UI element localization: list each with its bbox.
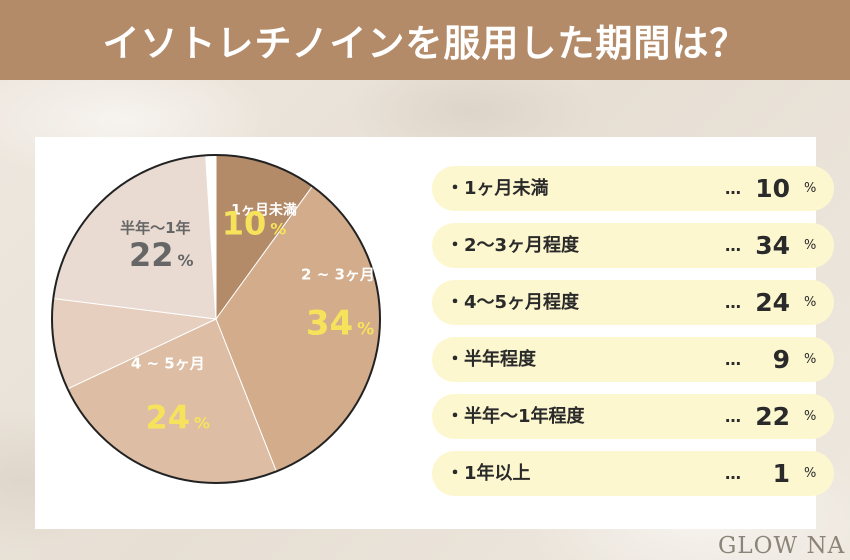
pie-slice-value-2: 24% — [146, 399, 211, 437]
pie-slice-label-1: 2 ~ 3ヶ月 — [301, 266, 375, 284]
pie-slice-label-0: 1ヶ月未満 — [231, 201, 297, 218]
legend-row: ・1ヶ月未満 … 10% — [432, 166, 834, 211]
legend-dots: … — [725, 464, 741, 483]
legend-unit: % — [804, 409, 817, 424]
legend-label: ・1ヶ月未満 — [446, 178, 549, 199]
legend-row: ・半年〜1年程度 … 22% — [432, 394, 834, 439]
legend-row: ・1年以上 … 1% — [432, 451, 834, 496]
legend-dots: … — [725, 407, 741, 426]
legend-unit: % — [804, 295, 817, 310]
pie-slice-label-4: 半年〜1年 — [120, 219, 190, 237]
pie-slice-value-0: 10% — [222, 204, 287, 242]
legend-unit: % — [804, 352, 817, 367]
legend-label: ・半年〜1年程度 — [446, 406, 585, 427]
legend-label: ・4〜5ヶ月程度 — [446, 292, 580, 313]
legend-value: 10 — [755, 174, 790, 203]
legend-dots: … — [725, 179, 741, 198]
brand-logo: GLOW NA — [718, 533, 846, 559]
legend-row: ・半年程度 … 9% — [432, 337, 834, 382]
legend-dots: … — [725, 293, 741, 312]
legend-label: ・2〜3ヶ月程度 — [446, 235, 580, 256]
pie-slice-value-1: 34% — [306, 304, 374, 344]
legend-row: ・4〜5ヶ月程度 … 24% — [432, 280, 834, 325]
legend-unit: % — [804, 181, 817, 196]
legend-unit: % — [804, 466, 817, 481]
legend-value: 9 — [772, 345, 790, 374]
legend-value: 24 — [755, 288, 790, 317]
legend-value: 22 — [755, 402, 790, 431]
legend-value: 34 — [755, 231, 790, 260]
legend-unit: % — [804, 238, 817, 253]
pie-slice-value-4: 22% — [129, 236, 194, 274]
legend-label: ・半年程度 — [446, 349, 536, 370]
legend-value: 1 — [772, 459, 790, 488]
pie-slice-label-2: 4 ~ 5ヶ月 — [131, 355, 205, 373]
chart-card: 1ヶ月未満 10% 2 ~ 3ヶ月 34% 4 ~ 5ヶ月 24% 半年〜1年 22% ・1ヶ… — [35, 137, 834, 529]
pie-outline — [51, 154, 381, 484]
legend-label: ・1年以上 — [446, 463, 531, 484]
legend-dots: … — [725, 350, 741, 369]
title-banner: イソトレチノインを服用した期間は？ — [0, 0, 850, 80]
legend-dots: … — [725, 236, 741, 255]
page-title: イソトレチノインを服用した期間は？ — [102, 22, 748, 65]
legend-row: ・2〜3ヶ月程度 … 34% — [432, 223, 834, 268]
